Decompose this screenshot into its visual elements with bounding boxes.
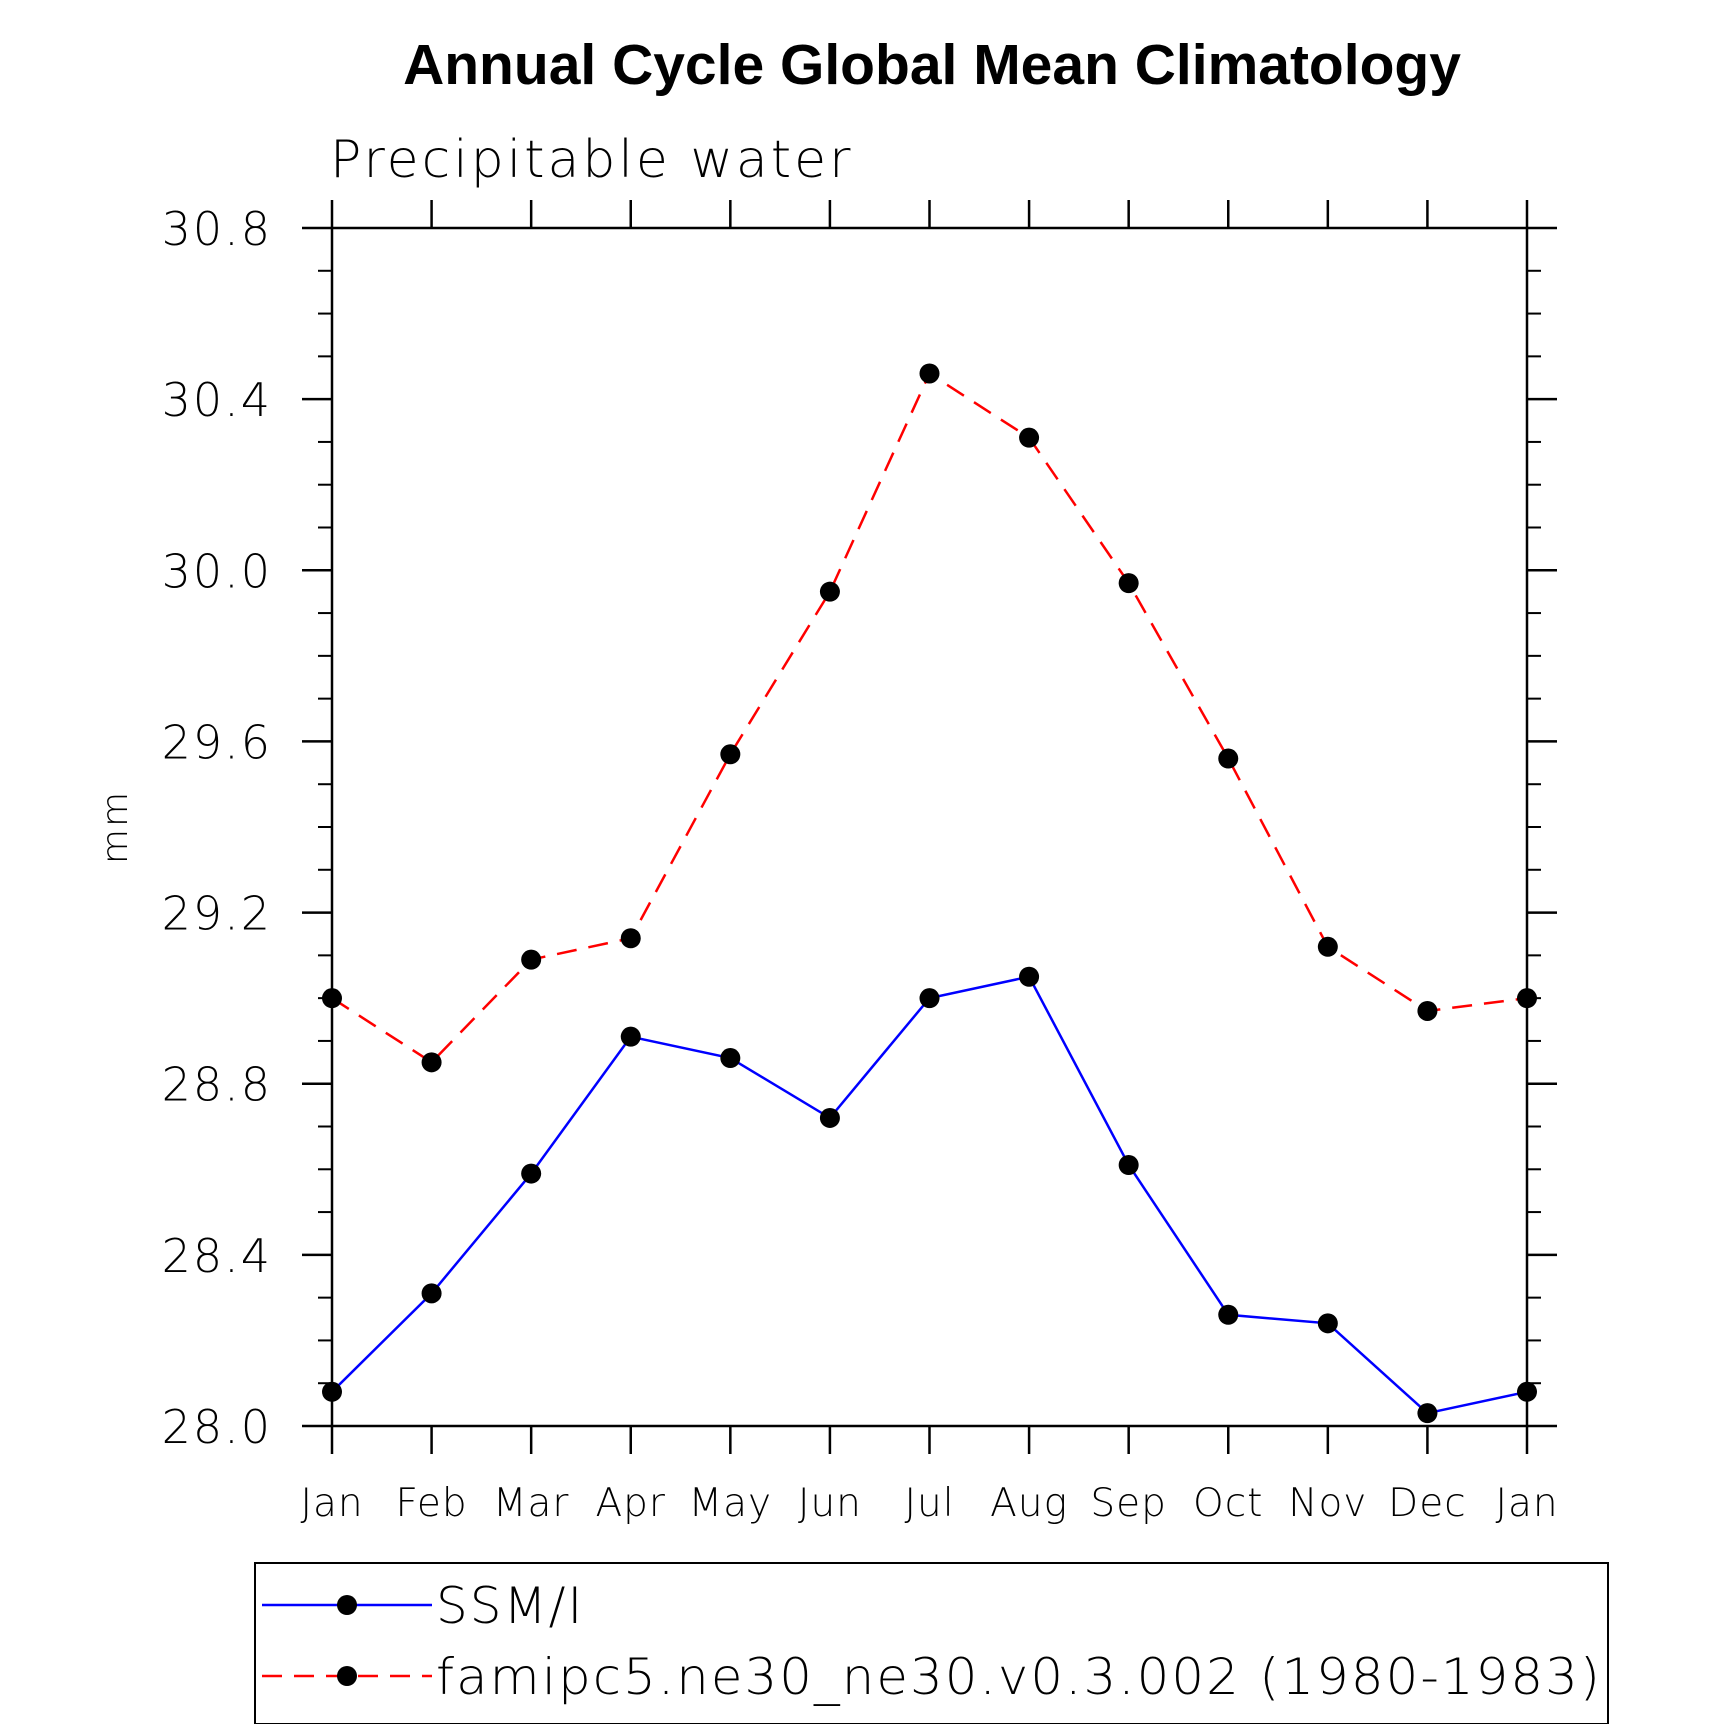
y-axis-label: mm: [95, 790, 136, 864]
y-tick-label: 29.2: [162, 887, 272, 941]
series-0-point: [521, 1163, 542, 1184]
y-tick-label: 30.8: [162, 202, 272, 256]
y-tick-label: 28.8: [162, 1058, 272, 1112]
series-1-point: [1019, 427, 1040, 448]
series-1-point: [1317, 936, 1338, 957]
series-0-point: [1218, 1304, 1239, 1325]
x-tick-label: Jan: [300, 1481, 363, 1526]
y-tick-labels: 28.0 28.4 28.8 29.2 29.6 30.0 30.4 30.8: [162, 202, 272, 1454]
legend: SSM/I famipc5.ne30_ne30.v0.3.002 (1980-1…: [254, 1562, 1609, 1724]
series-1-point: [819, 581, 840, 602]
series-1-point: [919, 363, 940, 384]
legend-label-ssmi: SSM/I: [436, 1577, 584, 1635]
y-tick-label: 28.0: [162, 1400, 272, 1454]
legend-box: [254, 1562, 1609, 1724]
x-tick-labels: Jan Feb Mar Apr May Jun Jul Aug Sep Oct Nov Dec Jan: [300, 1481, 1558, 1526]
series-0-point: [421, 1283, 442, 1304]
legend-label-famipc5: famipc5.ne30_ne30.v0.3.002 (1980-1983): [436, 1648, 1602, 1706]
series-0-point: [720, 1048, 741, 1069]
series-0-point: [1417, 1403, 1438, 1424]
chart-title: Annual Cycle Global Mean Climatology: [403, 33, 1461, 97]
series-0-point: [620, 1026, 641, 1047]
series-line-1: [331, 371, 1528, 1064]
series-0-point: [1317, 1313, 1338, 1334]
x-tick-label: Feb: [396, 1481, 468, 1526]
chart-subtitle: Precipitable water: [330, 130, 854, 190]
axis-ticks: [302, 200, 1557, 1454]
x-tick-label: Oct: [1193, 1481, 1263, 1526]
y-tick-label: 29.6: [162, 715, 272, 769]
series-1-point: [620, 928, 641, 949]
x-tick-label: Jan: [1495, 1481, 1558, 1526]
series-1-point: [1417, 1000, 1438, 1021]
y-tick-label: 30.0: [162, 544, 272, 598]
series-1: [322, 363, 1537, 1073]
series-1-point: [1218, 748, 1239, 769]
plot-frame: [330, 226, 1529, 1428]
x-tick-label: Aug: [990, 1481, 1068, 1526]
x-tick-label: Sep: [1090, 1481, 1167, 1526]
x-tick-label: Dec: [1388, 1481, 1466, 1526]
series-0: [322, 966, 1537, 1424]
legend-swatch-famipc5-marker: [337, 1666, 357, 1686]
y-tick-label: 30.4: [162, 373, 272, 427]
series-line-0: [331, 975, 1528, 1415]
x-tick-label: Apr: [596, 1481, 666, 1526]
x-tick-label: Nov: [1288, 1481, 1367, 1526]
x-tick-label: Jul: [904, 1481, 954, 1526]
series-1-point: [1118, 573, 1139, 594]
series-0-point: [1118, 1155, 1139, 1176]
series-1-point: [421, 1052, 442, 1073]
x-tick-label: Mar: [493, 1481, 570, 1526]
y-tick-label: 28.4: [162, 1229, 272, 1283]
series-1-point: [521, 949, 542, 970]
series-1-point: [720, 744, 741, 765]
x-tick-label: Jun: [798, 1481, 862, 1526]
series-0-point: [819, 1107, 840, 1128]
legend-swatch-ssmi-marker: [337, 1595, 357, 1615]
series-0-point: [1019, 966, 1040, 987]
x-tick-label: May: [689, 1481, 773, 1526]
series-layer: [322, 363, 1537, 1424]
series-0-point: [919, 988, 940, 1009]
